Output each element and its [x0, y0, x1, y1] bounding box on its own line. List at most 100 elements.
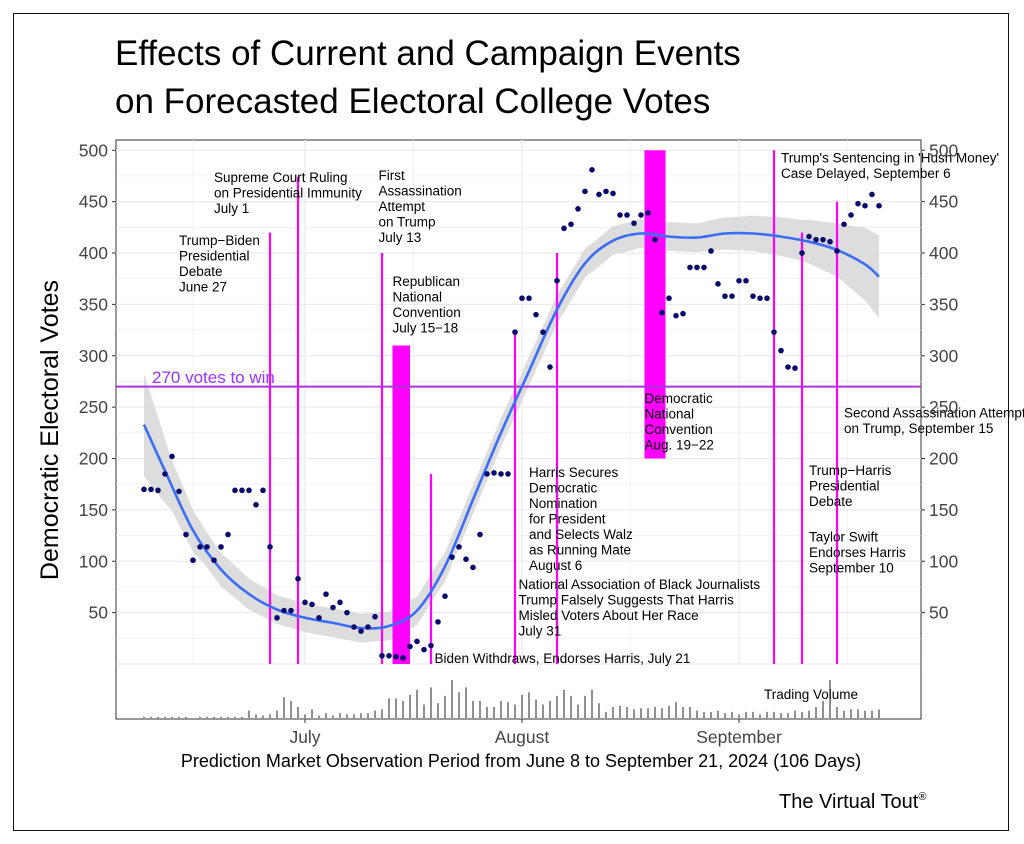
event-annotation-line: Biden Withdraws, Endorses Harris, July 2…: [435, 651, 691, 666]
data-point: [190, 557, 196, 564]
data-point: [596, 191, 602, 198]
data-point: [498, 471, 504, 477]
data-point: [540, 329, 546, 335]
data-point: [477, 531, 483, 538]
data-point: [470, 564, 476, 571]
event-annotation: Trump's Sentencing in 'Hush Money' Case D…: [781, 151, 999, 182]
data-point: [183, 531, 189, 538]
event-annotation-line: on Trump, September 15: [844, 421, 993, 436]
event-annotation-line: for President: [529, 512, 606, 527]
y-tick-label-right: 300: [929, 346, 958, 366]
data-point: [785, 364, 791, 370]
volume-layer: [143, 680, 880, 718]
data-point: [456, 544, 462, 550]
event-annotation-line: July 1: [214, 201, 249, 216]
event-annotation-line: Harris Secures: [529, 465, 619, 480]
x-tick-label: August: [495, 727, 550, 747]
event-annotation-line: Case Delayed, September 6: [781, 166, 951, 181]
grid: [116, 140, 921, 665]
brand-name: The Virtual Tout: [779, 791, 919, 813]
y-tick-label-right: 400: [929, 243, 958, 263]
event-annotation-line: National Association of Black Journalist…: [519, 577, 761, 592]
data-point: [827, 238, 833, 245]
data-point: [386, 652, 392, 659]
chart-frame: [13, 13, 1009, 831]
data-point: [288, 607, 294, 614]
y-tick-label-right: 500: [929, 140, 958, 160]
y-tick-label-right: 250: [929, 397, 958, 417]
data-point: [750, 293, 756, 299]
data-point: [645, 210, 651, 216]
event-annotation-line: Endorses Harris: [809, 545, 906, 560]
y-tick-label-left: 250: [79, 397, 108, 417]
data-point: [554, 277, 560, 284]
event-annotation-line: Taylor Swift: [809, 530, 878, 545]
data-point: [365, 624, 371, 630]
event-annotation: Second Assassination Attempt on Trump, Se…: [844, 405, 1024, 436]
event-annotation: Supreme Court Ruling on Presidential Immu…: [214, 170, 362, 216]
data-point: [708, 248, 714, 254]
data-point: [491, 470, 497, 476]
data-point: [239, 487, 245, 494]
data-point: [155, 487, 161, 494]
event-annotation-line: Convention: [393, 305, 461, 320]
y-tick-label-left: 150: [79, 500, 108, 520]
data-point: [162, 471, 168, 477]
x-axis-label: Prediction Market Observation Period fro…: [181, 751, 861, 771]
data-point: [267, 544, 273, 550]
smooth-line: [142, 231, 880, 630]
data-point: [512, 329, 518, 335]
data-point: [225, 531, 231, 538]
event-annotation-line: Presidential: [809, 478, 880, 493]
data-point: [701, 264, 707, 271]
event-layer: [268, 150, 839, 664]
y-tick-label-right: 350: [929, 294, 958, 314]
data-point: [316, 614, 322, 621]
data-point: [624, 212, 630, 218]
event-annotation-line: Nomination: [529, 496, 597, 511]
event-annotation-line: Attempt: [379, 199, 426, 214]
event-annotation-line: Supreme Court Ruling: [214, 170, 348, 185]
points-layer: [141, 166, 882, 661]
data-point: [841, 221, 847, 228]
event-annotation-line: Second Assassination Attempt: [844, 405, 1024, 420]
data-point: [421, 646, 427, 653]
event-annotation-line: July 31: [519, 623, 562, 638]
data-point: [407, 643, 413, 650]
event-annotation-line: First: [379, 168, 405, 183]
confidence-band: [144, 215, 879, 643]
data-point: [792, 365, 798, 371]
data-point: [743, 277, 749, 284]
event-annotation-line: August 6: [529, 558, 582, 573]
event-annotation-line: on Presidential Immunity: [214, 186, 362, 201]
data-point: [176, 488, 182, 495]
data-point: [274, 614, 280, 621]
data-point: [302, 599, 308, 606]
event-annotation-line: Aug. 19−22: [645, 438, 714, 453]
event-annotation-line: Democratic: [529, 481, 598, 496]
data-point: [449, 554, 455, 560]
data-point: [610, 190, 616, 197]
event-annotation-line: Trump Falsely Suggests That Harris: [519, 592, 735, 607]
y-axis-label: Democratic Electoral Votes: [36, 280, 64, 580]
data-point: [323, 591, 329, 597]
brand-mark: ®: [918, 791, 926, 803]
x-tick-label: September: [696, 727, 782, 747]
data-point: [715, 281, 721, 287]
data-point: [855, 200, 861, 207]
data-point: [435, 619, 441, 625]
event-bar: [392, 345, 410, 664]
data-point: [414, 638, 420, 645]
data-point: [197, 544, 203, 550]
annotation-layer: Supreme Court Ruling on Presidential Immu…: [179, 151, 1024, 666]
x-tick-label: July: [289, 727, 320, 747]
data-point: [372, 613, 378, 620]
y-tick-label-right: 100: [929, 551, 958, 571]
event-annotation-line: and Selects Walz: [529, 527, 633, 542]
brand-logo: The Virtual Tout®: [779, 791, 926, 813]
threshold-label: 270 votes to win: [152, 368, 275, 387]
event-annotation-line: Republican: [393, 274, 461, 289]
event-annotation: Trump−Biden Presidential Debate June 27: [179, 233, 260, 294]
event-annotation: Taylor Swift Endorses Harris September 10: [809, 530, 906, 576]
data-point: [379, 652, 385, 659]
